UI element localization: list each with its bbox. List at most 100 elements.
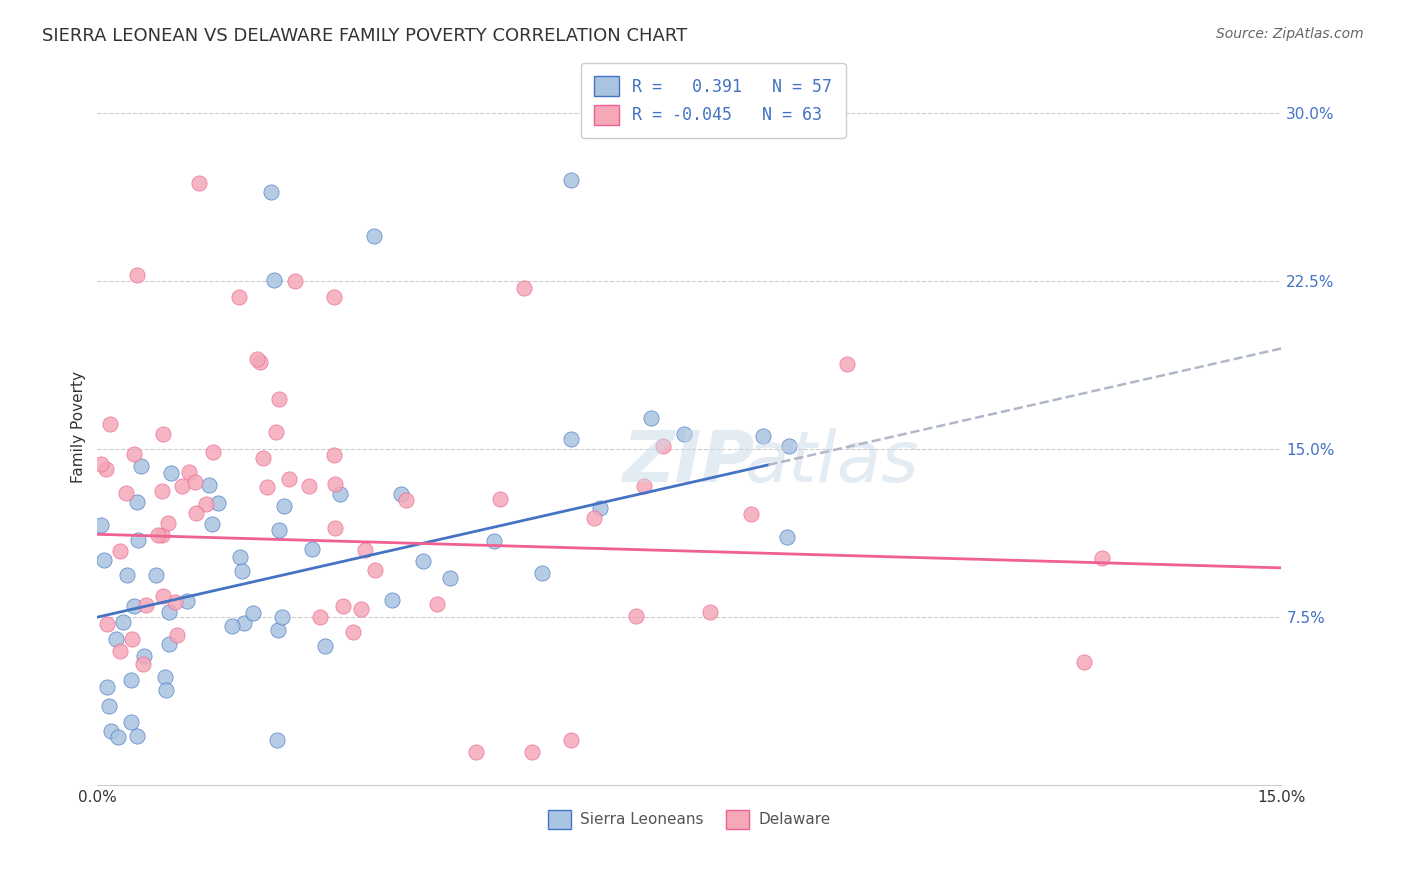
Point [465,744,488,758]
Point [323,449,346,463]
Point [266,623,288,637]
Point [124,447,146,461]
Point [242,606,264,620]
Y-axis label: Family Poverty: Family Poverty [72,371,86,483]
Point [229,549,252,564]
Point [125,268,148,282]
Point [163,595,186,609]
Point [323,476,346,491]
Point [309,609,332,624]
Point [184,506,207,520]
Point [560,173,582,187]
Point [201,517,224,532]
Point [172,479,194,493]
Point [395,492,418,507]
Point [266,733,288,747]
Point [100,724,122,739]
Point [640,411,662,425]
Point [96,462,118,476]
Point [301,542,323,557]
Point [284,274,307,288]
Point [323,290,346,304]
Point [245,352,267,367]
Point [740,507,762,521]
Point [560,432,582,446]
Point [104,632,127,646]
Point [188,177,211,191]
Point [323,521,346,535]
Point [93,553,115,567]
Point [278,472,301,486]
Point [96,616,118,631]
Point [350,602,373,616]
Point [298,479,321,493]
Point [589,501,612,516]
Point [90,457,112,471]
Point [96,680,118,694]
Point [155,670,177,684]
Point [699,605,721,619]
Point [260,185,283,199]
Point [150,484,173,499]
Point [121,632,143,647]
Point [1091,551,1114,566]
Point [778,439,800,453]
Point [364,563,387,577]
Point [488,491,510,506]
Point [263,273,285,287]
Point [134,648,156,663]
Point [426,597,449,611]
Point [363,229,385,244]
Point [98,417,121,431]
Point [146,527,169,541]
Point [131,459,153,474]
Point [157,605,180,619]
Point [127,533,149,548]
Point [112,615,135,629]
Point [264,425,287,439]
Point [583,511,606,525]
Point [1073,655,1095,669]
Point [194,497,217,511]
Point [633,479,655,493]
Point [273,500,295,514]
Point [127,495,149,509]
Point [231,564,253,578]
Point [775,530,797,544]
Point [160,467,183,481]
Point [354,542,377,557]
Point [652,439,675,453]
Point [342,625,364,640]
Point [267,523,290,537]
Point [176,593,198,607]
Point [166,628,188,642]
Point [120,715,142,730]
Point [513,280,536,294]
Point [207,496,229,510]
Point [184,475,207,490]
Point [156,516,179,530]
Point [107,730,129,744]
Point [256,480,278,494]
Point [132,657,155,671]
Point [122,599,145,614]
Point [267,392,290,406]
Point [751,429,773,443]
Point [135,598,157,612]
Point [412,554,434,568]
Point [439,571,461,585]
Point [329,487,352,501]
Point [155,682,177,697]
Point [520,744,543,758]
Point [90,518,112,533]
Point [271,610,294,624]
Point [332,599,354,613]
Point [157,637,180,651]
Point [249,355,271,369]
Point [389,487,412,501]
Point [120,673,142,688]
Point [530,566,553,580]
Point [108,544,131,558]
Point [198,478,221,492]
Point [98,698,121,713]
